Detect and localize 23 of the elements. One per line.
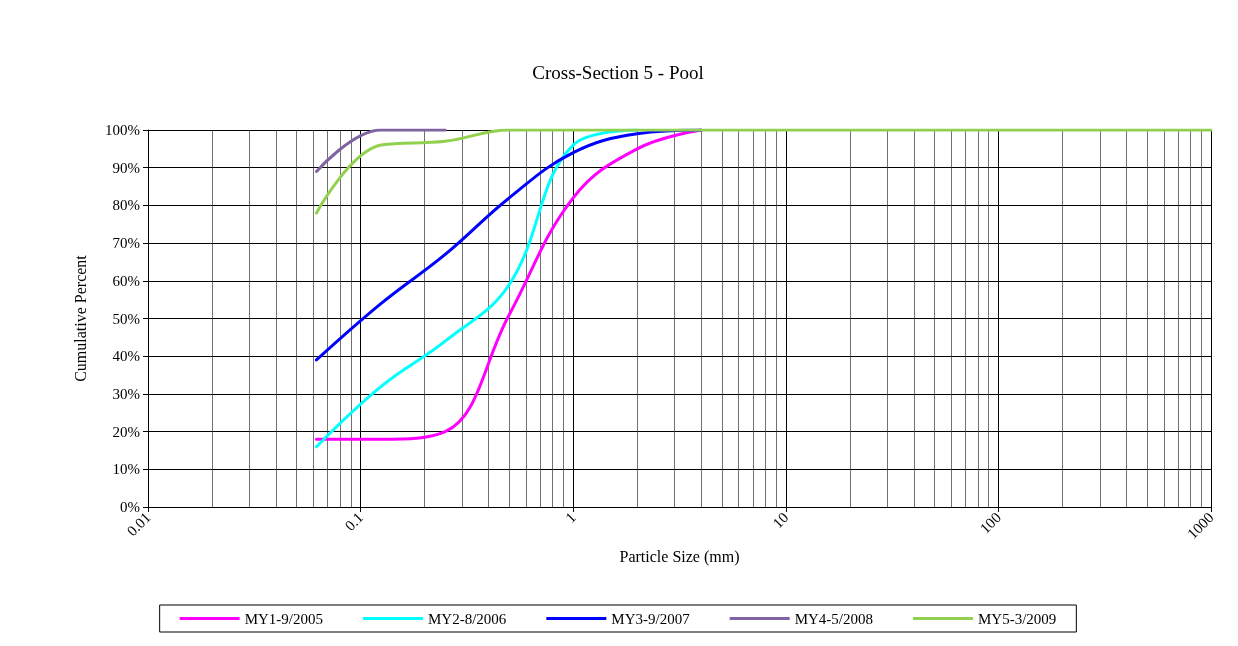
x-tick-label: 10	[769, 509, 792, 532]
x-tick-label: 1	[562, 509, 579, 526]
y-tick-label: 90%	[112, 159, 140, 176]
y-tick-label: 70%	[112, 235, 140, 252]
y-tick-label: 100%	[105, 122, 140, 138]
legend-label: MY1-9/2005	[244, 610, 324, 627]
y-tick-label: 10%	[112, 461, 140, 478]
y-tick-label: 20%	[112, 423, 140, 440]
y-tick-label: 0%	[120, 499, 140, 515]
legend-label: MY3-9/2007	[611, 610, 691, 627]
y-tick-label: 60%	[112, 272, 140, 289]
y-tick-label: 50%	[112, 310, 140, 327]
x-tick-label: 0.1	[341, 509, 367, 534]
legend-label: MY5-3/2009	[978, 610, 1057, 627]
y-tick-label: 80%	[112, 197, 140, 214]
legend-label: MY4-5/2008	[794, 610, 874, 627]
y-tick-label: 30%	[112, 385, 140, 402]
legend-label: MY2-8/2006	[428, 610, 507, 627]
x-tick-label: 100	[976, 509, 1005, 537]
chart-title: Cross-Section 5 - Pool	[532, 62, 704, 83]
y-axis-title: Cumulative Percent	[71, 254, 89, 382]
y-tick-label: 40%	[112, 348, 140, 365]
x-axis-title: Particle Size (mm)	[619, 548, 740, 567]
